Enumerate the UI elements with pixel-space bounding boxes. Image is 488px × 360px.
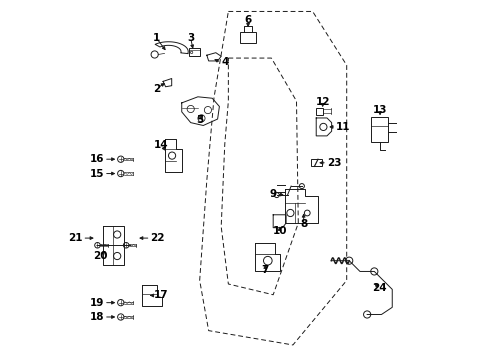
Text: 11: 11 [335,122,350,132]
Text: 2: 2 [153,84,160,94]
Text: 9: 9 [269,189,276,199]
Text: 14: 14 [154,140,168,150]
Bar [188,48,199,55]
Text: 21: 21 [68,233,82,243]
Text: 18: 18 [89,312,104,322]
Text: 3: 3 [187,33,194,43]
Text: 13: 13 [372,105,386,115]
Bar [315,108,323,115]
Text: 15: 15 [89,168,104,179]
Text: 12: 12 [315,97,329,107]
Text: 22: 22 [150,233,165,243]
Text: 17: 17 [154,291,168,301]
Text: 10: 10 [272,226,286,236]
Text: 6: 6 [244,15,251,26]
Text: 4: 4 [221,57,228,67]
Bar [240,32,255,42]
Bar [310,159,321,166]
Text: 20: 20 [93,251,107,261]
Text: 5: 5 [196,115,203,125]
Text: 7: 7 [261,265,268,275]
Text: 19: 19 [89,298,104,308]
Text: 24: 24 [371,283,386,293]
Bar [370,117,387,141]
Text: 16: 16 [89,154,104,164]
Text: 1: 1 [153,33,160,43]
Text: 23: 23 [326,158,341,168]
Text: 8: 8 [300,219,306,229]
